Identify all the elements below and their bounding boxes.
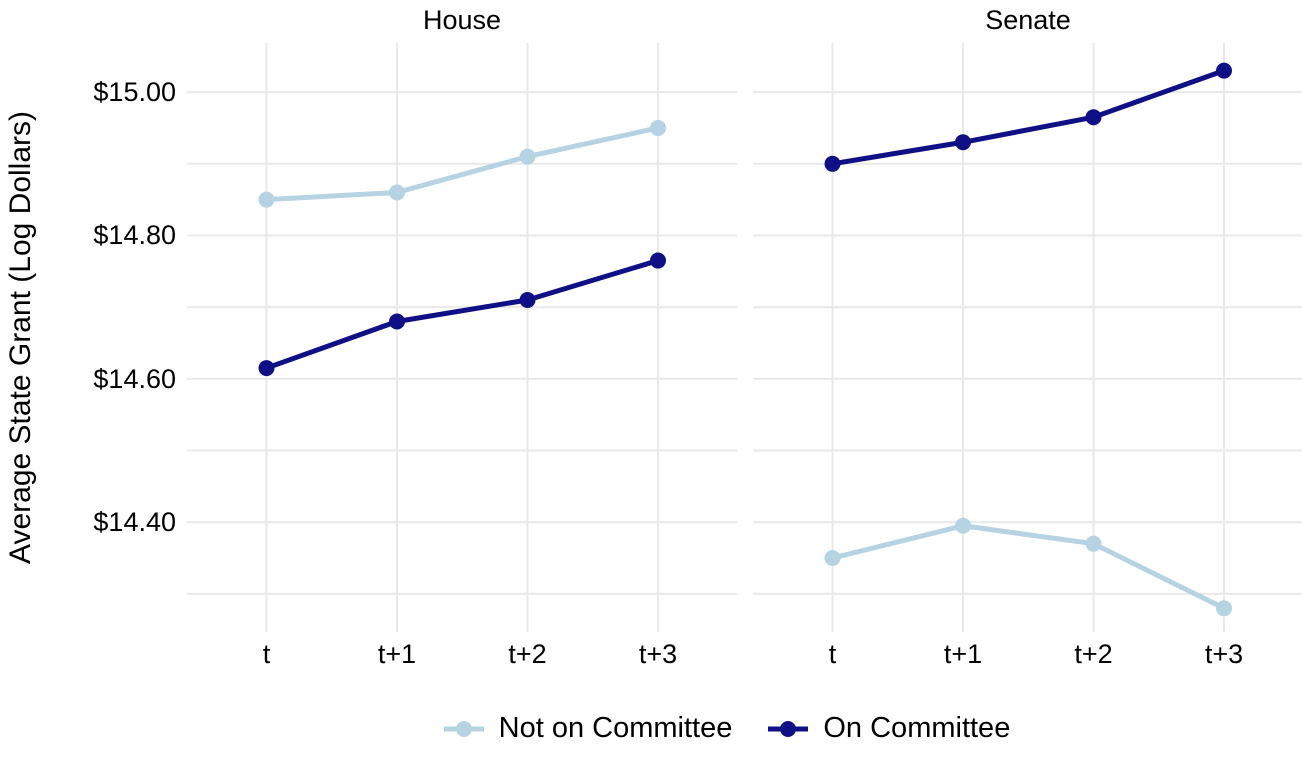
series-line [264, 258, 661, 371]
legend-key-point [780, 720, 797, 737]
data-point [1085, 535, 1102, 552]
data-point [1216, 600, 1232, 617]
panel-plot-senate [753, 43, 1302, 632]
data-point [955, 517, 971, 534]
x-tick-label: t [828, 639, 837, 669]
facet-title-house: House [422, 5, 502, 35]
legend-label: On Committee [823, 712, 1011, 744]
legend-item: Not on Committee [442, 712, 733, 745]
series-line [264, 125, 661, 203]
data-point [389, 184, 405, 201]
data-point [824, 155, 841, 172]
legend-key-point [455, 720, 472, 737]
x-tick-label: t+1 [377, 639, 417, 669]
x-tick-label: t+2 [508, 639, 547, 669]
x-tick-label: t+3 [638, 639, 678, 669]
data-point [955, 134, 971, 151]
x-tick-label: t [262, 639, 271, 669]
chart-legend: Not on Committee On Committee [75, 712, 1302, 745]
data-point [389, 313, 405, 330]
y-tick-label: $14.40 [93, 507, 176, 538]
panel-plot-house [187, 43, 737, 632]
y-axis-title: Average State Grant (Log Dollars) [4, 111, 37, 565]
data-point [258, 191, 275, 208]
y-tick-label: $14.80 [93, 220, 176, 251]
series-line [830, 523, 1227, 611]
data-point [650, 252, 666, 269]
x-tick-label: t+1 [943, 639, 983, 669]
facet-title-senate: Senate [985, 5, 1071, 35]
y-tick-label: $15.00 [93, 77, 176, 108]
x-tick-label: t+3 [1204, 639, 1244, 669]
data-point [519, 291, 536, 308]
data-point [824, 550, 841, 567]
legend-label: Not on Committee [498, 712, 733, 744]
data-point [1085, 109, 1102, 126]
data-point [1216, 62, 1232, 79]
data-point [258, 360, 275, 377]
legend-key-icon [768, 720, 809, 737]
legend-item: On Committee [766, 712, 1010, 745]
legend-key-icon [443, 720, 484, 737]
series-line [830, 68, 1227, 167]
data-point [519, 148, 536, 165]
data-point [650, 119, 666, 136]
y-tick-label: $14.60 [93, 363, 176, 394]
x-tick-label: t+2 [1074, 639, 1113, 669]
